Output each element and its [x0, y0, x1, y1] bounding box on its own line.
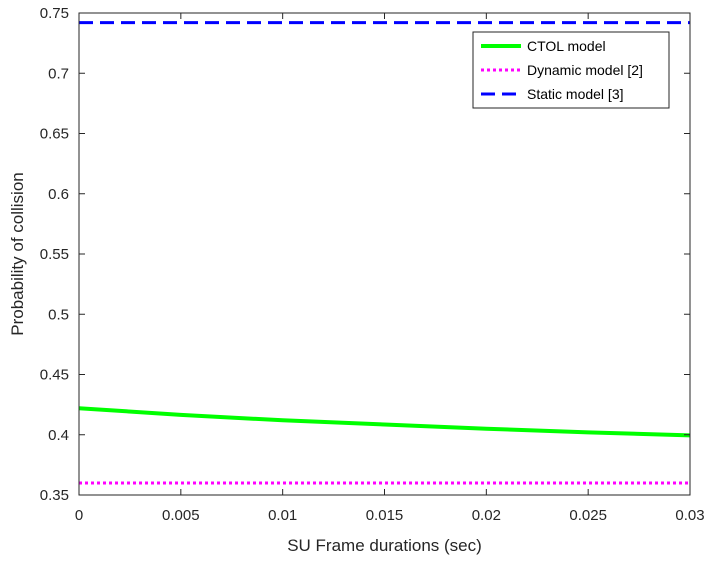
y-tick-label: 0.7 — [48, 65, 69, 82]
x-tick-label: 0.03 — [675, 507, 704, 524]
legend-label: CTOL model — [527, 38, 606, 54]
y-axis-label: Probability of collision — [8, 172, 27, 335]
y-tick-label: 0.55 — [40, 246, 69, 263]
legend-label: Dynamic model [2] — [527, 62, 643, 78]
y-tick-label: 0.4 — [48, 427, 69, 444]
y-tick-label: 0.6 — [48, 186, 69, 203]
x-tick-label: 0.015 — [366, 507, 404, 524]
y-tick-label: 0.45 — [40, 367, 69, 384]
x-tick-label: 0.01 — [268, 507, 297, 524]
x-tick-label: 0 — [75, 507, 83, 524]
y-tick-label: 0.75 — [40, 5, 69, 22]
x-tick-label: 0.02 — [472, 507, 501, 524]
y-tick-label: 0.65 — [40, 126, 69, 143]
legend-label: Static model [3] — [527, 86, 624, 102]
x-tick-label: 0.005 — [162, 507, 200, 524]
y-tick-label: 0.35 — [40, 487, 69, 504]
x-tick-label: 0.025 — [569, 507, 607, 524]
y-tick-label: 0.5 — [48, 306, 69, 323]
x-axis-label: SU Frame durations (sec) — [287, 536, 482, 555]
series-line-ctol-model — [78, 406, 691, 438]
legend: CTOL model Dynamic model [2] Static model … — [472, 31, 670, 109]
series-layer — [78, 21, 691, 485]
ticks-layer: 0 0.005 0.01 0.015 0.02 0.025 0.03 0.35 0.4 0.45 0… — [40, 5, 705, 524]
